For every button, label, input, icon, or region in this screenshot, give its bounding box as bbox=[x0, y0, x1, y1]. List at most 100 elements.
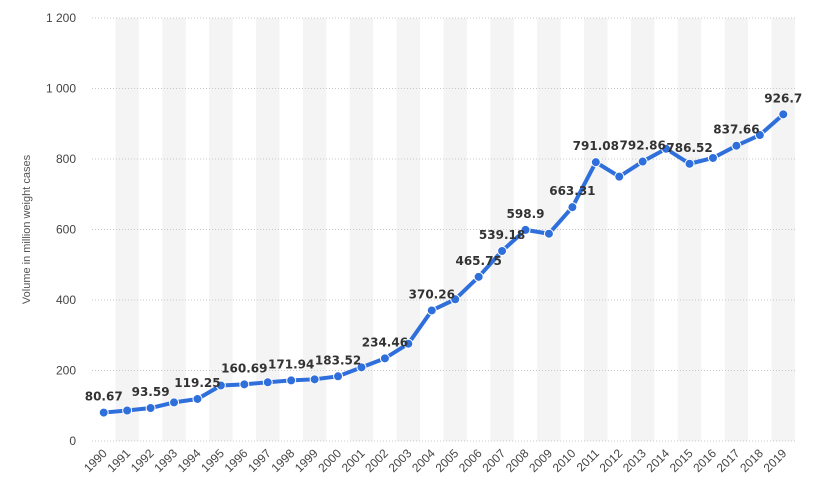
x-tick-label: 1998 bbox=[269, 446, 298, 475]
data-label: 234.46 bbox=[362, 335, 408, 349]
x-tick-label: 1993 bbox=[151, 446, 180, 475]
data-label: 786.52 bbox=[666, 141, 712, 155]
data-label: 791.08 bbox=[573, 139, 619, 153]
x-tick-label: 2009 bbox=[526, 446, 555, 475]
column-band bbox=[490, 18, 514, 441]
data-point[interactable] bbox=[497, 245, 508, 256]
background-bands bbox=[115, 18, 795, 441]
column-band bbox=[724, 18, 749, 441]
data-point[interactable] bbox=[520, 224, 531, 235]
data-point[interactable] bbox=[169, 397, 180, 408]
x-tick-label: 2000 bbox=[315, 446, 344, 475]
x-tick-label: 2015 bbox=[667, 446, 696, 475]
x-tick-label: 1994 bbox=[175, 446, 204, 475]
data-label: 539.18 bbox=[479, 228, 525, 242]
data-point[interactable] bbox=[637, 156, 648, 167]
data-point[interactable] bbox=[403, 338, 414, 349]
x-axis-ticks: 1990199119921993199419951996199719981999… bbox=[81, 446, 790, 475]
x-tick-label: 1991 bbox=[104, 446, 133, 475]
x-tick-label: 2013 bbox=[620, 446, 649, 475]
data-point[interactable] bbox=[543, 228, 554, 239]
y-tick-label: 1 000 bbox=[46, 82, 76, 96]
x-tick-label: 1992 bbox=[128, 446, 157, 475]
data-point[interactable] bbox=[379, 353, 390, 364]
data-point[interactable] bbox=[778, 109, 789, 120]
x-tick-label: 2016 bbox=[690, 446, 719, 475]
x-tick-label: 2003 bbox=[386, 446, 415, 475]
x-tick-label: 2011 bbox=[574, 446, 602, 474]
data-label: 183.52 bbox=[315, 353, 361, 367]
data-point[interactable] bbox=[614, 171, 625, 182]
data-point[interactable] bbox=[473, 271, 484, 282]
x-tick-label: 1997 bbox=[245, 446, 274, 475]
column-band bbox=[771, 18, 795, 441]
data-label: 93.59 bbox=[132, 385, 170, 399]
data-label: 160.69 bbox=[221, 361, 267, 375]
data-point[interactable] bbox=[262, 377, 273, 388]
data-point[interactable] bbox=[590, 157, 601, 168]
x-tick-label: 2004 bbox=[409, 446, 438, 475]
x-tick-label: 1995 bbox=[198, 446, 227, 475]
data-point[interactable] bbox=[192, 393, 203, 404]
y-axis-ticks: 0 200 400 600 800 1 000 1 200 bbox=[46, 11, 76, 448]
y-axis-label: Volume in million weight cases bbox=[21, 154, 33, 304]
data-label: 119.25 bbox=[174, 376, 220, 390]
data-point[interactable] bbox=[145, 403, 156, 414]
column-band bbox=[630, 18, 655, 441]
y-tick-label: 0 bbox=[69, 434, 76, 448]
x-tick-label: 2012 bbox=[597, 446, 626, 475]
data-point[interactable] bbox=[661, 143, 672, 154]
x-tick-label: 1999 bbox=[292, 446, 321, 475]
gridlines bbox=[92, 17, 795, 442]
x-tick-label: 2019 bbox=[761, 446, 790, 475]
x-tick-label: 2001 bbox=[339, 446, 368, 475]
data-label: 171.94 bbox=[268, 357, 314, 371]
data-point[interactable] bbox=[731, 140, 742, 151]
column-band bbox=[115, 18, 139, 441]
data-label: 598.9 bbox=[507, 207, 545, 221]
x-tick-label: 2017 bbox=[714, 446, 743, 475]
x-tick-label: 2005 bbox=[433, 446, 462, 475]
x-tick-label: 2002 bbox=[362, 446, 391, 475]
data-label: 792.86 bbox=[620, 139, 666, 153]
x-tick-label: 1996 bbox=[222, 446, 251, 475]
data-label: 370.26 bbox=[409, 287, 455, 301]
x-tick-label: 2014 bbox=[643, 446, 672, 475]
data-points bbox=[98, 109, 789, 418]
data-point[interactable] bbox=[333, 371, 344, 382]
data-point[interactable] bbox=[286, 375, 297, 386]
x-tick-label: 2006 bbox=[456, 446, 485, 475]
x-tick-label: 1990 bbox=[81, 446, 110, 475]
x-tick-label: 2008 bbox=[503, 446, 532, 475]
y-tick-label: 800 bbox=[56, 152, 76, 166]
data-point[interactable] bbox=[98, 407, 109, 418]
data-point[interactable] bbox=[707, 152, 718, 163]
column-band bbox=[256, 18, 280, 441]
data-point[interactable] bbox=[309, 374, 320, 385]
data-label: 465.75 bbox=[455, 254, 501, 268]
data-label: 663.31 bbox=[549, 184, 595, 198]
column-band bbox=[209, 18, 233, 441]
y-tick-label: 1 200 bbox=[46, 11, 76, 25]
x-tick-label: 2010 bbox=[550, 446, 579, 475]
y-tick-label: 600 bbox=[56, 223, 76, 237]
column-band bbox=[349, 18, 374, 441]
y-tick-label: 200 bbox=[56, 364, 76, 378]
column-band bbox=[162, 18, 186, 441]
data-point[interactable] bbox=[239, 379, 250, 390]
data-point[interactable] bbox=[450, 294, 461, 305]
data-label: 80.67 bbox=[85, 390, 123, 404]
column-band bbox=[584, 18, 608, 441]
x-tick-label: 2018 bbox=[737, 446, 766, 475]
data-point[interactable] bbox=[426, 305, 437, 316]
data-point[interactable] bbox=[754, 130, 765, 141]
data-point[interactable] bbox=[684, 158, 695, 169]
data-point[interactable] bbox=[356, 362, 367, 373]
data-point[interactable] bbox=[122, 405, 133, 416]
x-tick-label: 2007 bbox=[479, 446, 508, 475]
data-label: 837.66 bbox=[713, 123, 759, 137]
y-tick-label: 400 bbox=[56, 293, 76, 307]
data-point[interactable] bbox=[215, 380, 226, 391]
data-point[interactable] bbox=[567, 202, 578, 213]
